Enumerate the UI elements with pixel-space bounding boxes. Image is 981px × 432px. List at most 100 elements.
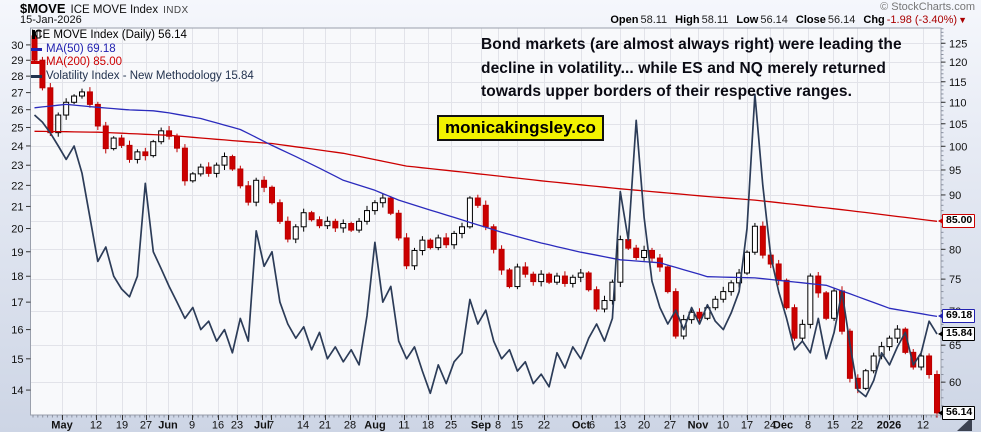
svg-text:24: 24 [11, 141, 23, 153]
candlestick-icon [32, 30, 41, 39]
svg-text:21: 21 [11, 201, 23, 213]
svg-text:Oct: Oct [572, 420, 591, 432]
legend-ma200: MA(200) 85.00 [31, 56, 254, 70]
open-readout: Open 58.11 [610, 14, 668, 26]
svg-text:29: 29 [11, 55, 23, 67]
low-readout: Low 56.14 [736, 14, 788, 26]
svg-text:25: 25 [445, 420, 457, 432]
volatility-price-tag: 15.84 [937, 327, 976, 341]
last-close-price-tag: 56.14 [937, 406, 976, 420]
svg-text:105: 105 [949, 119, 967, 131]
symbol-exchange: INDX [163, 5, 189, 16]
legend-ma200-label: MA(200) 85.00 [46, 56, 123, 68]
svg-text:16: 16 [11, 325, 23, 337]
svg-text:15: 15 [827, 420, 839, 432]
legend-ma50: MA(50) 69.18 [31, 43, 254, 57]
svg-text:60: 60 [949, 377, 961, 389]
svg-text:11: 11 [398, 420, 409, 432]
volatility-line [33, 93, 938, 398]
svg-text:9: 9 [189, 420, 195, 432]
svg-text:95: 95 [949, 165, 961, 177]
svg-text:2026: 2026 [877, 420, 901, 432]
svg-text:22: 22 [851, 420, 863, 432]
ma200-price-tag: 85.00 [937, 214, 976, 228]
change-down-triangle-icon: ▼ [958, 15, 967, 25]
svg-text:26: 26 [11, 105, 23, 117]
volatility-swatch-icon [31, 74, 42, 78]
svg-text:80: 80 [949, 244, 961, 256]
svg-text:15: 15 [511, 420, 523, 432]
chart-legend: ICE MOVE Index (Daily) 56.14 MA(50) 69.1… [31, 29, 254, 83]
svg-text:16: 16 [212, 420, 224, 432]
svg-text:21: 21 [319, 420, 331, 432]
svg-text:17: 17 [11, 297, 23, 309]
svg-text:120: 120 [949, 57, 967, 69]
svg-text:May: May [51, 420, 73, 432]
symbol-ticker: $MOVE [20, 1, 66, 16]
svg-text:23: 23 [11, 160, 23, 172]
svg-text:20: 20 [11, 224, 23, 236]
svg-text:Nov: Nov [688, 420, 710, 432]
left-axis: 30 29 28 27 26 25 24 23 22 21 20 19 18 17 16 15 14 [11, 40, 31, 397]
svg-text:27: 27 [11, 88, 23, 100]
svg-text:Sep: Sep [471, 420, 491, 432]
svg-text:30: 30 [11, 40, 23, 52]
annotation-line-2: decline in volatility... while ES and NQ… [481, 59, 886, 77]
svg-text:22: 22 [538, 420, 550, 432]
svg-text:Dec: Dec [773, 420, 793, 432]
watermark-label: monicakingsley.co [437, 115, 604, 141]
ma200-swatch-icon [31, 61, 42, 65]
svg-text:110: 110 [949, 97, 967, 109]
svg-text:Jun: Jun [158, 420, 178, 432]
svg-text:28: 28 [11, 71, 23, 83]
svg-text:8: 8 [495, 420, 501, 432]
svg-text:14: 14 [11, 385, 23, 397]
svg-text:75: 75 [949, 274, 961, 286]
svg-text:20: 20 [638, 420, 650, 432]
svg-text:10: 10 [717, 420, 729, 432]
svg-text:6: 6 [589, 420, 595, 432]
svg-text:Jul: Jul [254, 420, 270, 432]
svg-text:90: 90 [949, 190, 961, 202]
close-readout: Close 56.14 [795, 14, 856, 26]
annotation-line-3: towards upper borders of their respectiv… [481, 83, 852, 100]
chart-date: 15-Jan-2026 [20, 14, 82, 26]
svg-text:7: 7 [268, 420, 274, 432]
svg-text:23: 23 [231, 420, 243, 432]
svg-text:115: 115 [949, 77, 967, 89]
ohlc-readout: Open 58.11 High 58.11 Low 56.14 Close 56.14 … [610, 14, 967, 26]
svg-text:125: 125 [949, 38, 967, 50]
legend-ma50-label: MA(50) 69.18 [46, 42, 116, 55]
legend-main-label: ICE MOVE Index (Daily) 56.14 [31, 29, 187, 41]
legend-volatility-label: Volatility Index - New Methodology 15.84 [46, 69, 254, 82]
svg-text:24: 24 [764, 420, 776, 432]
svg-text:25: 25 [11, 122, 23, 134]
svg-text:27: 27 [140, 420, 152, 432]
ma50-swatch-icon [31, 47, 42, 51]
right-axis: 1251201151101051009590858075706560 [941, 28, 967, 415]
legend-volatility: Volatility Index - New Methodology 15.84 [31, 70, 254, 84]
svg-text:12: 12 [90, 420, 102, 432]
svg-text:13: 13 [614, 420, 626, 432]
legend-main-series: ICE MOVE Index (Daily) 56.14 [31, 29, 254, 43]
ma50-price-tag: 69.18 [937, 309, 976, 323]
svg-text:12: 12 [917, 420, 929, 432]
high-readout: High 58.11 [675, 14, 729, 26]
analyst-annotation: Bond markets (are almost always right) w… [481, 33, 902, 104]
svg-text:100: 100 [949, 141, 967, 153]
svg-text:19: 19 [11, 247, 23, 259]
svg-text:14: 14 [297, 420, 309, 432]
svg-text:8: 8 [805, 420, 811, 432]
svg-text:27: 27 [664, 420, 676, 432]
header-symbol-row: $MOVE ICE MOVE Index INDX [20, 1, 189, 16]
svg-text:22: 22 [11, 180, 23, 192]
corner-grip-icon [957, 417, 972, 431]
svg-text:28: 28 [344, 420, 356, 432]
svg-text:Aug: Aug [364, 420, 385, 432]
svg-text:18: 18 [11, 271, 23, 283]
change-readout: Chg -1.98 (-3.40%)▼ [863, 14, 967, 26]
svg-text:15: 15 [11, 354, 23, 366]
